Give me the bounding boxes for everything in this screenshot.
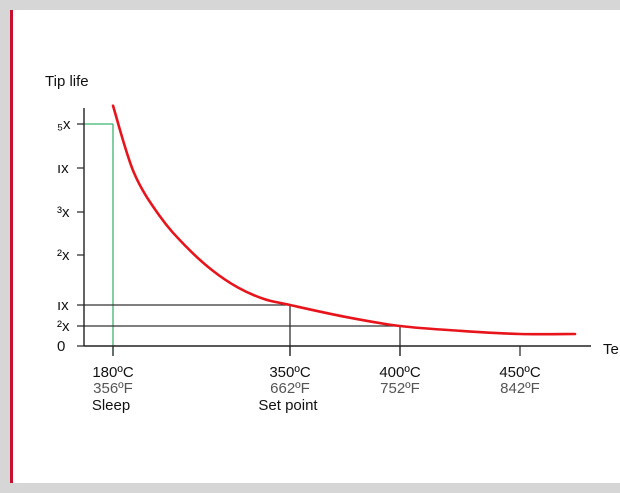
x-tick-fahrenheit: 356ºF (93, 380, 133, 397)
y-tick-label: ³x (57, 204, 70, 221)
chart-panel: Tip life Te 0 ²x ıx ²x ³x ıx ₅x 180ºC 356ºF Slee… (10, 10, 620, 483)
y-axis-label: Tip life (45, 73, 89, 90)
y-tick-label: 0 (57, 338, 65, 355)
x-tick-celsius: 450ºC (499, 364, 541, 381)
x-tick-celsius: 180ºC (92, 364, 134, 381)
y-axis-ticks: 0 ²x ıx ²x ³x ıx ₅x (57, 116, 84, 355)
x-tick-celsius: 400ºC (379, 364, 421, 381)
x-tick-fahrenheit: 752ºF (380, 380, 420, 397)
axes (83, 108, 591, 347)
y-tick-label: ²x (57, 318, 70, 335)
tip-life-chart: Tip life Te 0 ²x ıx ²x ³x ıx ₅x 180ºC356ºFSlee… (45, 73, 619, 414)
x-tick-celsius: 350ºC (269, 364, 311, 381)
y-tick-label: ıx (57, 297, 69, 314)
y-tick-label: ıx (57, 160, 69, 177)
y-tick-label: ²x (57, 247, 70, 264)
x-tick-note: Sleep (92, 397, 130, 414)
x-axis-label: Te (603, 341, 619, 358)
x-tick-fahrenheit: 842ºF (500, 380, 540, 397)
guide-lines (84, 123, 401, 356)
tip-life-curve (111, 104, 577, 336)
tip-life-line (111, 104, 577, 336)
y-tick-label: ₅x (57, 116, 71, 133)
x-tick-fahrenheit: 662ºF (270, 380, 310, 397)
x-tick-note: Set point (258, 397, 318, 414)
